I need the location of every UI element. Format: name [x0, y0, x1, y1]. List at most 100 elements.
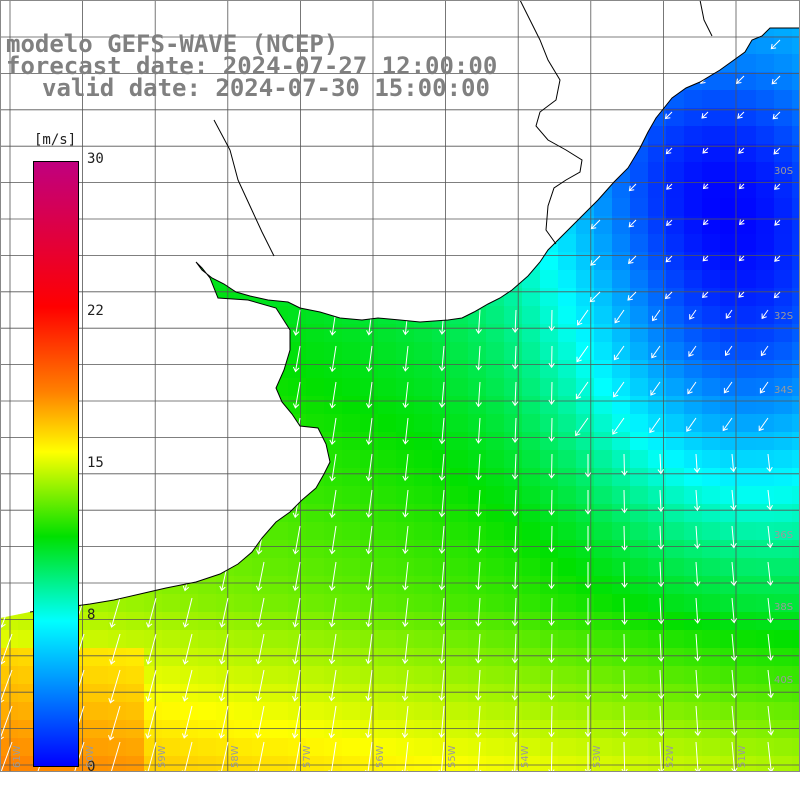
wind-speed-cell [756, 288, 775, 307]
wind-arrow [438, 669, 445, 701]
wind-speed-cell [576, 324, 595, 343]
wind-speed-cell [450, 576, 469, 595]
wind-speed-cell [756, 126, 775, 145]
wind-speed-cell [504, 450, 523, 469]
wind-speed-cell [792, 756, 800, 772]
wind-speed-cell [90, 234, 109, 253]
wind-speed-cell [108, 126, 127, 145]
wind-speed-cell [540, 540, 559, 559]
wind-arrow [693, 453, 701, 474]
wind-speed-cell [612, 540, 631, 559]
wind-speed-cell [594, 108, 613, 127]
wind-arrow [766, 453, 773, 473]
wind-speed-cell [684, 594, 703, 613]
wind-speed-cell [216, 144, 235, 163]
wind-speed-cell [540, 630, 559, 649]
wind-speed-cell [162, 522, 181, 541]
wind-speed-cell [450, 738, 469, 757]
wind-arrow [548, 741, 555, 772]
wind-speed-cell [396, 342, 415, 361]
wind-speed-cell [108, 612, 127, 631]
wind-speed-cell [306, 558, 325, 577]
wind-arrow [613, 381, 625, 398]
wind-speed-cell [234, 144, 253, 163]
wind-speed-cell [198, 540, 217, 559]
wind-speed-cell [450, 270, 469, 289]
wind-speed-cell [144, 396, 163, 415]
wind-speed-cell [342, 360, 361, 379]
wind-arrow [760, 345, 769, 357]
wind-speed-cell [414, 144, 433, 163]
wind-speed-cell [324, 594, 343, 613]
wind-speed-cell [360, 522, 379, 541]
wind-speed-cell [720, 288, 739, 307]
wind-speed-cell [612, 576, 631, 595]
wind-speed-cell [756, 234, 775, 253]
wind-speed-cell [126, 432, 145, 451]
wind-arrow [256, 381, 265, 409]
wind-speed-cell [504, 612, 523, 631]
wind-speed-cell [324, 378, 343, 397]
wind-speed-cell [198, 558, 217, 577]
wind-arrow [328, 705, 337, 739]
wind-speed-cell [198, 414, 217, 433]
wind-speed-cell [468, 234, 487, 253]
wind-speed-cell [630, 378, 649, 397]
wind-speed-cell [702, 252, 721, 271]
wind-speed-cell [306, 270, 325, 289]
wind-speed-cell [270, 540, 289, 559]
wind-speed-cell [414, 360, 433, 379]
wind-speed-cell [216, 396, 235, 415]
wind-speed-cell [288, 126, 307, 145]
wind-speed-cell [594, 630, 613, 649]
wind-speed-cell [216, 252, 235, 271]
wind-arrow [548, 633, 555, 664]
wind-speed-cell [378, 162, 397, 181]
wind-speed-cell [702, 594, 721, 613]
wind-speed-cell [162, 0, 181, 19]
wind-speed-cell [666, 666, 685, 685]
wind-speed-cell [126, 702, 145, 721]
wind-speed-cell [540, 108, 559, 127]
wind-speed-cell [666, 270, 685, 289]
wind-speed-cell [0, 90, 19, 109]
wind-speed-cell [522, 594, 541, 613]
wind-speed-cell [738, 360, 757, 379]
wind-arrow [292, 525, 301, 555]
wind-speed-cell [774, 180, 793, 199]
wind-speed-cell [684, 234, 703, 253]
wind-speed-cell [126, 0, 145, 19]
wind-speed-cell [342, 126, 361, 145]
wind-speed-cell [306, 198, 325, 217]
wind-speed-cell [594, 558, 613, 577]
wind-arrow [621, 561, 628, 588]
wind-speed-cell [378, 252, 397, 271]
wind-speed-cell [288, 684, 307, 703]
wind-arrow [590, 111, 601, 122]
wind-speed-cell [252, 144, 271, 163]
wind-speed-cell [756, 324, 775, 343]
wind-speed-cell [774, 540, 793, 559]
wind-speed-cell [522, 486, 541, 505]
wind-arrow [628, 219, 637, 228]
wind-arrow [438, 525, 446, 554]
wind-speed-cell [486, 504, 505, 523]
wind-arrow [402, 345, 409, 372]
wind-speed-cell [702, 54, 721, 73]
lon-label: 53W [592, 745, 603, 768]
wind-arrow [109, 597, 121, 628]
wind-speed-cell [270, 198, 289, 217]
wind-speed-cell [306, 144, 325, 163]
wind-speed-cell [234, 252, 253, 271]
wind-speed-cell [198, 198, 217, 217]
wind-speed-cell [756, 396, 775, 415]
wind-speed-cell [702, 198, 721, 217]
wind-speed-cell [360, 702, 379, 721]
wind-speed-cell [252, 306, 271, 325]
wind-speed-cell [666, 54, 685, 73]
wind-speed-cell [216, 306, 235, 325]
wind-speed-cell [756, 162, 775, 181]
wind-speed-cell [18, 720, 37, 739]
wind-arrow [730, 669, 738, 699]
wind-speed-cell [90, 0, 109, 19]
